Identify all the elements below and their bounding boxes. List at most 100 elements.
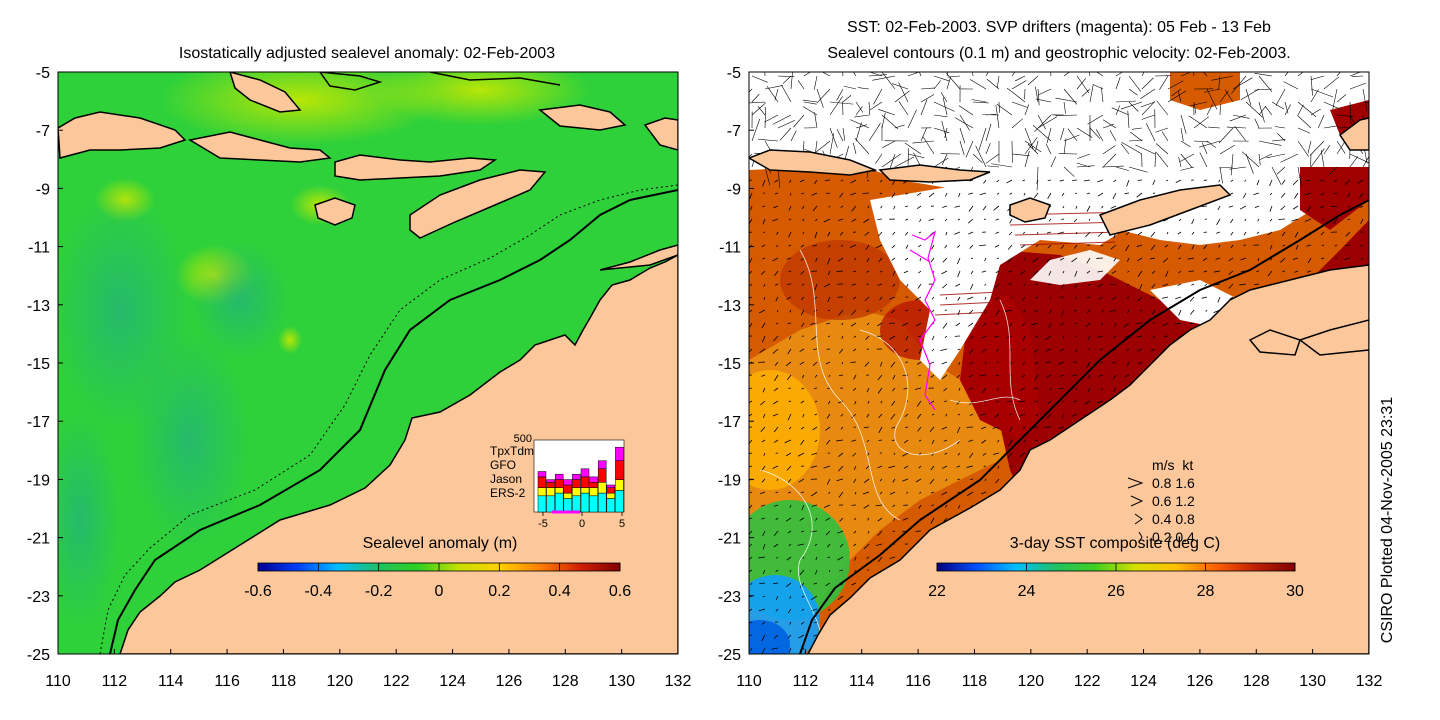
right-y-tick: -15 [718,356,741,373]
left-x-tick: 132 [665,673,692,690]
colorbar-tick-label: -0.6 [244,583,272,600]
australia-land [119,254,678,654]
velocity-scale-arrow [1130,495,1144,507]
inset-bar-segment [546,495,555,513]
right-x-tick: 120 [1017,673,1044,690]
left-x-tick: 120 [326,673,353,690]
credit-text: CSIRO Plotted 04-Nov-2005 23:31 [1379,397,1396,643]
inset-bar-segment [589,495,598,513]
right-x-tick: 126 [1187,673,1214,690]
left-x-tick: 128 [552,673,579,690]
left-colorbar: Sealevel anomaly (m) -0.6 -0.4 -0.2 0 0.2 0.4… [244,535,631,600]
right-x-tick: 130 [1299,673,1326,690]
inset-bar-segment [615,446,624,461]
inset-bar-segment [589,482,598,488]
inset-bar-segment [597,460,607,470]
inset-bar-segment [615,479,624,491]
colorbar-tick-label: 0.6 [609,583,631,600]
inset-bar-segment [589,476,598,483]
inset-bar-segment [580,487,590,494]
left-y-tick: -11 [28,240,50,257]
inset-bar-segment [537,495,547,513]
colorbar-tick-label: 0.4 [549,583,571,600]
left-x-tick: 130 [608,673,635,690]
svp-drifter-tracks [909,230,937,411]
right-title-line1: SST: 02-Feb-2003. SVP drifters (magenta)… [847,19,1271,36]
left-x-tick: 112 [102,673,128,690]
inset-bar-segment [537,487,547,497]
left-y-tick: -15 [27,356,50,373]
left-x-tick: 116 [214,673,240,690]
inset-legend-item: Jason [490,472,522,486]
left-x-tick: 124 [439,673,466,690]
inset-bar-segment [546,487,555,497]
right-y-tick: -5 [727,65,741,82]
left-x-axis: 110 112 114 116 118 120 122 124 126 128 130 132 [45,649,691,690]
inset-bar-segment [554,487,564,494]
inset-bar-segment [554,492,564,513]
inset-bar-segment [563,498,573,513]
velocity-scale-arrow [1127,477,1144,489]
colorbar-tick-label: 0 [435,583,444,600]
right-x-tick: 118 [962,673,988,690]
left-x-tick: 122 [383,673,410,690]
colorbar-tick-label: 28 [1197,583,1215,600]
inset-bar-segment [572,487,581,497]
inset-bar-segment [606,484,616,488]
right-y-tick: -9 [727,181,741,198]
colorbar-tick-label: 24 [1018,583,1036,600]
right-y-tick: -7 [727,123,741,140]
left-y-tick: -13 [27,298,50,315]
inset-bar-segment [546,482,555,488]
velocity-scale-legend: m/s kt 0.8 1.6 0.6 1.2 0.4 0.8 0.2 0.4 [1127,457,1195,545]
velocity-legend-header: m/s kt [1152,457,1193,473]
left-y-tick: -25 [27,647,50,664]
inset-bar-segment [615,490,624,513]
left-y-tick: -17 [27,414,50,431]
inset-bar-segment [563,479,573,486]
right-colorbar-label: 3-day SST composite (deg C) [1010,535,1220,552]
left-y-axis: -5 -7 -9 -11 -13 -15 -17 -19 -21 -23 -25 [27,65,63,664]
velocity-legend-row: 0.6 1.2 [1152,493,1195,509]
colorbar-tick-label: -0.2 [365,583,393,600]
inset-bar-segment [580,476,590,488]
left-x-tick: 110 [45,673,71,690]
right-title-line2: Sealevel contours (0.1 m) and geostrophi… [827,45,1290,62]
inset-bar-segment [563,484,573,494]
inset-bar-segment [537,471,547,478]
right-y-tick: -19 [718,472,741,489]
right-y-tick: -17 [718,414,741,431]
right-y-axis: -5 -7 -9 -11 -13 -15 -17 -19 -21 -23 -25 [718,65,754,664]
right-x-tick: 114 [849,673,875,690]
left-map-area [58,72,678,654]
left-x-tick: 118 [271,673,297,690]
colorbar-tick-label: 30 [1286,583,1304,600]
inset-bar-segment [554,479,564,488]
inset-bar-segment [597,492,607,513]
inset-bar-segment [597,482,607,494]
inset-bar-segment [597,468,607,483]
left-x-tick: 126 [496,673,523,690]
australia-land-right [807,264,1369,654]
right-x-tick: 128 [1243,673,1270,690]
colorbar-tick-label: 26 [1107,583,1125,600]
inset-bar-segment [606,487,616,494]
left-x-tick: 114 [158,673,184,690]
right-map-panel: SST: 02-Feb-2003. SVP drifters (magenta)… [718,19,1396,690]
right-x-tick: 124 [1130,673,1157,690]
inset-bars [537,446,624,513]
inset-bar-segment [580,492,590,513]
right-x-axis: 110 112 114 116 118 120 122 124 126 128 130 132 [736,649,1382,690]
velocity-legend-row: 0.4 0.8 [1152,511,1195,527]
right-x-tick: 122 [1074,673,1101,690]
inset-bar-segment [606,498,616,513]
right-y-tick: -21 [718,531,741,548]
right-colorbar-ticks: 22 24 26 28 30 [928,563,1304,600]
colorbar-tick-label: 0.2 [488,583,510,600]
inset-x-axis: -5 0 5 [538,512,625,530]
inset-bar-segment [546,479,555,483]
right-x-tick: 112 [793,673,819,690]
left-colorbar-ticks: -0.6 -0.4 -0.2 0 0.2 0.4 0.6 [244,563,631,600]
